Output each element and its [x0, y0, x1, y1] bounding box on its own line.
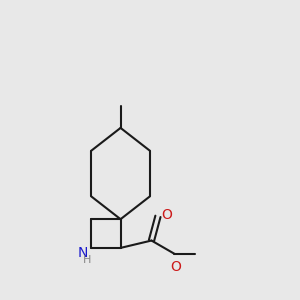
Text: O: O	[170, 260, 181, 274]
Text: N: N	[78, 245, 88, 260]
Text: H: H	[83, 255, 92, 265]
Text: O: O	[161, 208, 172, 222]
